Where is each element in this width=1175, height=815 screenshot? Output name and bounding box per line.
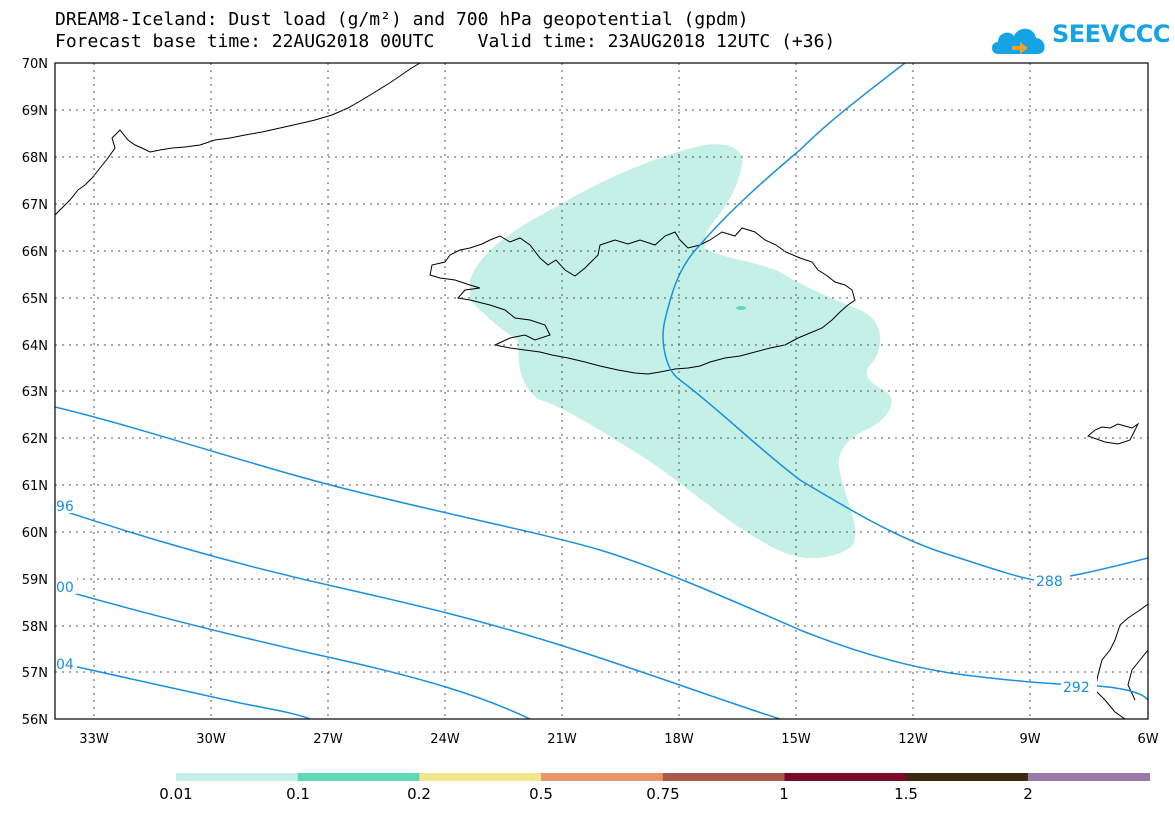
colorbar-swatch: [662, 773, 785, 781]
colorbar-swatch: [419, 773, 542, 781]
lon-label: 33W: [79, 732, 109, 747]
contour-288: [662, 63, 1148, 581]
contour-label-292: 292: [1063, 680, 1090, 696]
lat-label: 64N: [22, 339, 48, 354]
lon-label: 9W: [1019, 732, 1040, 747]
lat-label: 70N: [22, 57, 48, 72]
scotland-coastline: [1094, 603, 1148, 719]
greenland-coastline: [55, 63, 421, 216]
lat-label: 67N: [22, 198, 48, 213]
logo-text: SEEVCCC: [1052, 20, 1171, 48]
colorbar-label: 2: [1023, 785, 1033, 803]
colorbar-label: 1: [779, 785, 789, 803]
lat-label: 66N: [22, 245, 48, 260]
plot-frame: [54, 62, 1149, 720]
colorbar-label: 0.01: [159, 785, 193, 803]
lat-label: 57N: [22, 666, 48, 681]
faroe-coastline: [1087, 422, 1140, 445]
colorbar-swatch: [1027, 773, 1151, 781]
lat-label: 62N: [22, 432, 48, 447]
colorbar-label: 0.5: [529, 785, 553, 803]
colorbar-swatch: [297, 773, 420, 781]
contour-296: [55, 507, 781, 719]
lon-label: 6W: [1137, 732, 1158, 747]
contour-label-288: 288: [1036, 574, 1063, 590]
lon-label: 12W: [898, 732, 928, 747]
colorbar-swatch: [784, 773, 907, 781]
colorbar-swatch: [541, 773, 664, 781]
map-title: DREAM8-Iceland: Dust load (g/m²) and 700…: [55, 9, 749, 30]
lon-label: 27W: [313, 732, 343, 747]
lat-label: 61N: [22, 479, 48, 494]
lon-label: 30W: [196, 732, 226, 747]
colorbar: [176, 773, 1151, 781]
lon-label: 15W: [781, 732, 811, 747]
lat-label: 60N: [22, 526, 48, 541]
contour-label-304: 04: [56, 657, 74, 673]
lat-label: 58N: [22, 620, 48, 635]
dust-load-area: [470, 144, 892, 559]
colorbar-label: 0.2: [407, 785, 431, 803]
lat-label: 63N: [22, 385, 48, 400]
graticule: [55, 63, 1148, 719]
colorbar-label: 0.75: [646, 785, 680, 803]
iceland-coastline: [429, 227, 856, 375]
lon-label: 21W: [547, 732, 577, 747]
lat-label: 68N: [22, 151, 48, 166]
geopotential-contours: [55, 63, 1148, 719]
colorbar-swatch: [906, 773, 1029, 781]
contour-300: [55, 587, 531, 719]
colorbar-swatch: [176, 773, 299, 781]
map-subtitle: Forecast base time: 22AUG2018 00UTC Vali…: [55, 31, 836, 52]
contour-label-300: 00: [56, 580, 74, 596]
lat-label: 56N: [22, 713, 48, 728]
lat-label: 59N: [22, 573, 48, 588]
cloud-logo-icon: [992, 28, 1045, 54]
lon-label: 24W: [430, 732, 460, 747]
contour-label-296: 96: [56, 499, 74, 515]
lat-label: 65N: [22, 292, 48, 307]
dust-patch: [736, 306, 746, 310]
lat-label: 69N: [22, 104, 48, 119]
contour-304: [55, 661, 311, 719]
contour-292: [55, 406, 1148, 701]
colorbar-label: 1.5: [894, 785, 918, 803]
lon-label: 18W: [664, 732, 694, 747]
colorbar-label: 0.1: [286, 785, 310, 803]
